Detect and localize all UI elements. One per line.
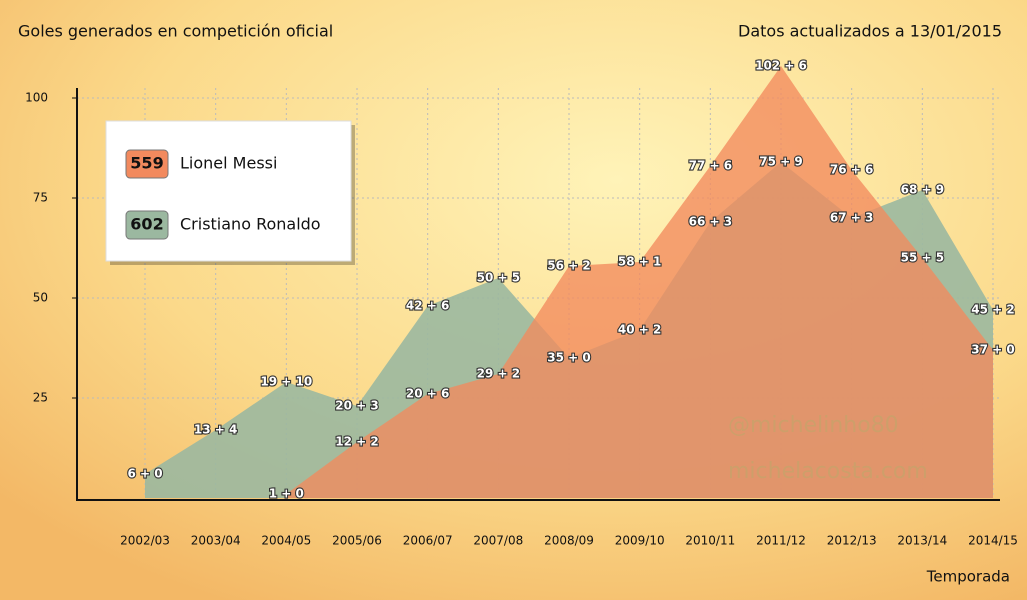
data-label: 20 + 3 [335, 399, 378, 413]
x-tick-label: 2004/05 [261, 534, 311, 548]
x-tick-label: 2014/15 [968, 534, 1018, 548]
x-tick-label: 2003/04 [191, 534, 241, 548]
data-label: 37 + 0 [971, 343, 1014, 357]
data-label: 19 + 10 [260, 375, 312, 389]
legend-swatch [125, 210, 169, 240]
x-tick-label: 2008/09 [544, 534, 594, 548]
x-tick-label: 2013/14 [897, 534, 947, 548]
data-label: 55 + 5 [901, 251, 944, 265]
x-tick-label: 2002/03 [120, 534, 170, 548]
data-label: 58 + 1 [618, 255, 661, 269]
x-axis-label: Temporada [926, 568, 1010, 586]
area [286, 66, 993, 498]
subtitle: Datos actualizados a 13/01/2015 [738, 22, 1002, 41]
y-tick-label: 25 [33, 391, 48, 405]
data-label: 67 + 3 [830, 211, 873, 225]
data-label: 42 + 6 [406, 299, 449, 313]
watermark: @michelinho80 [728, 413, 899, 438]
data-label: 75 + 9 [759, 155, 802, 169]
data-label: 56 + 2 [547, 259, 590, 273]
x-tick-label: 2005/06 [332, 534, 382, 548]
legend [105, 120, 352, 262]
watermark: michelacosta.com [728, 459, 928, 484]
legend-label: Lionel Messi [180, 154, 277, 173]
data-label: 13 + 4 [194, 423, 237, 437]
data-label: 6 + 0 [127, 467, 162, 481]
y-tick-label: 100 [25, 91, 48, 105]
x-tick-label: 2006/07 [403, 534, 453, 548]
x-tick-label: 2009/10 [615, 534, 665, 548]
data-label: 45 + 2 [971, 303, 1014, 317]
chart-title: Goles generados en competición oficial [18, 22, 333, 41]
data-label: 76 + 6 [830, 163, 873, 177]
data-label: 40 + 2 [618, 323, 661, 337]
legend-swatch [125, 149, 169, 179]
y-tick-label: 75 [33, 191, 48, 205]
data-label: 66 + 3 [689, 215, 732, 229]
legend-label: Cristiano Ronaldo [180, 215, 321, 234]
data-label: 12 + 2 [335, 435, 378, 449]
legend-total: 559 [130, 154, 163, 173]
data-label: 1 + 0 [269, 487, 304, 501]
data-label: 35 + 0 [547, 351, 590, 365]
x-tick-label: 2012/13 [827, 534, 877, 548]
x-tick-label: 2007/08 [473, 534, 523, 548]
data-label: 20 + 6 [406, 387, 449, 401]
data-label: 102 + 6 [755, 59, 807, 73]
legend-total: 602 [130, 215, 163, 234]
x-tick-label: 2011/12 [756, 534, 806, 548]
data-label: 77 + 6 [689, 159, 732, 173]
data-label: 50 + 5 [477, 271, 520, 285]
data-label: 68 + 9 [901, 183, 944, 197]
y-tick-label: 50 [33, 291, 48, 305]
x-tick-label: 2010/11 [685, 534, 735, 548]
data-label: 29 + 2 [477, 367, 520, 381]
